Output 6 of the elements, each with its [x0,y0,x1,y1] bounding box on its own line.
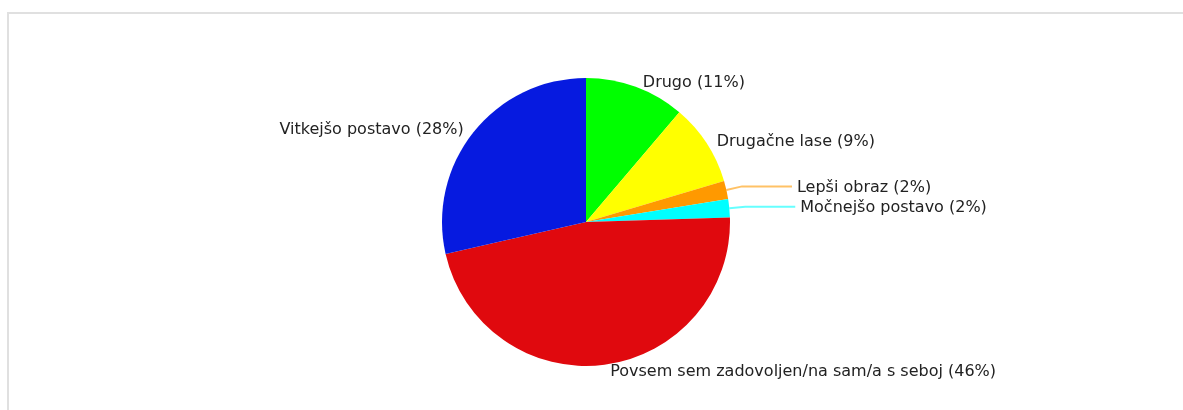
slice-label: Vitkejšo postavo (28%) [279,118,464,138]
slice-label: Lepši obraz (2%) [796,176,932,196]
slice-label: Drugo (11%) [642,71,745,91]
slice-label: Močnejšo postavo (2%) [800,197,987,217]
slice-label: Povsem sem zadovoljen/na sam/a s seboj (46%) [610,361,997,381]
slice-label: Drugačne lase (9%) [716,130,875,150]
